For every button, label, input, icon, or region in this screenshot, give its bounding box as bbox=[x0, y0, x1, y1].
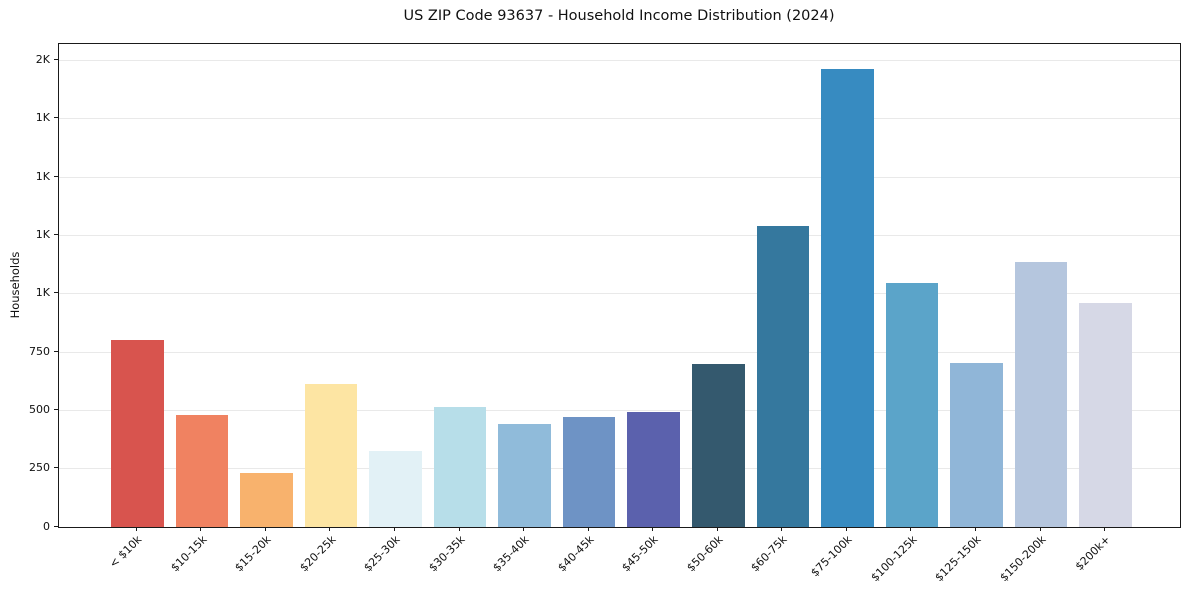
bar-12 bbox=[885, 283, 939, 527]
x-tick-mark bbox=[587, 527, 589, 531]
x-tick-mark bbox=[716, 527, 718, 531]
gridline bbox=[59, 409, 1180, 411]
x-tick-mark bbox=[910, 527, 912, 531]
y-tick-label: 0 bbox=[43, 519, 50, 533]
x-tick-mark bbox=[781, 527, 783, 531]
x-tick-mark bbox=[458, 527, 460, 531]
plot-area bbox=[58, 43, 1181, 528]
y-tick-mark bbox=[54, 58, 58, 60]
y-tick-mark bbox=[54, 350, 58, 352]
x-tick-label: $10-15k bbox=[167, 533, 210, 575]
y-tick-mark bbox=[54, 408, 58, 410]
bar-14 bbox=[1014, 261, 1068, 527]
bar-7 bbox=[562, 417, 616, 527]
bar-2 bbox=[240, 472, 293, 527]
x-tick-label: $40-45k bbox=[555, 533, 597, 575]
bar-6 bbox=[498, 424, 551, 527]
bar-13 bbox=[950, 363, 1003, 527]
y-axis-label: Households bbox=[8, 251, 22, 319]
y-tick-label: 2K bbox=[35, 52, 50, 66]
bar-11 bbox=[821, 69, 874, 527]
y-tick-label: 250 bbox=[29, 461, 50, 475]
x-tick-label: $125-150k bbox=[932, 533, 984, 585]
gridline bbox=[59, 234, 1180, 236]
bar-4 bbox=[369, 451, 422, 527]
x-tick-label: < $10k bbox=[106, 533, 145, 571]
gridline bbox=[59, 468, 1180, 470]
x-tick-mark bbox=[135, 527, 137, 531]
x-tick-label: $200k+ bbox=[1072, 533, 1113, 574]
chart-title: US ZIP Code 93637 - Household Income Dis… bbox=[403, 8, 835, 24]
x-tick-label: $20-25k bbox=[296, 533, 339, 575]
x-tick-label: $100-125k bbox=[867, 533, 920, 585]
x-tick-mark bbox=[974, 527, 976, 531]
x-tick-mark bbox=[845, 527, 847, 531]
bar-10 bbox=[756, 226, 810, 527]
bar-3 bbox=[304, 383, 358, 527]
x-tick-label: $25-30k bbox=[361, 533, 403, 575]
x-tick-mark bbox=[523, 527, 525, 531]
y-tick-mark bbox=[54, 233, 58, 235]
y-tick-label: 1K bbox=[35, 111, 50, 125]
x-tick-mark bbox=[1104, 527, 1106, 531]
x-tick-label: $75-100k bbox=[808, 533, 855, 580]
x-tick-label: $45-50k bbox=[619, 533, 661, 575]
gridline bbox=[59, 351, 1180, 353]
x-tick-mark bbox=[1039, 527, 1041, 531]
x-tick-mark bbox=[329, 527, 331, 531]
x-tick-label: $30-35k bbox=[425, 533, 468, 575]
bar-9 bbox=[692, 363, 745, 527]
x-tick-mark bbox=[200, 527, 202, 531]
y-tick-label: 500 bbox=[29, 402, 50, 416]
bar-8 bbox=[627, 411, 680, 527]
x-tick-label: $15-20k bbox=[232, 533, 274, 575]
gridline bbox=[59, 59, 1180, 61]
y-tick-label: 1K bbox=[35, 227, 50, 241]
y-tick-label: 1K bbox=[35, 286, 50, 300]
x-tick-label: $50-60k bbox=[684, 533, 726, 575]
y-tick-mark bbox=[54, 175, 58, 177]
gridline bbox=[59, 176, 1180, 178]
x-tick-label: $60-75k bbox=[748, 533, 790, 575]
bar-15 bbox=[1079, 302, 1132, 527]
y-tick-mark bbox=[54, 292, 58, 294]
bar-5 bbox=[433, 407, 487, 527]
x-tick-label: $35-40k bbox=[490, 533, 532, 575]
y-tick-mark bbox=[54, 467, 58, 469]
y-tick-mark bbox=[54, 117, 58, 119]
x-tick-mark bbox=[652, 527, 654, 531]
y-tick-label: 1K bbox=[35, 169, 50, 183]
bar-1 bbox=[175, 415, 229, 527]
x-tick-mark bbox=[394, 527, 395, 531]
gridline bbox=[59, 293, 1180, 295]
bar-0 bbox=[111, 340, 164, 527]
x-tick-mark bbox=[264, 527, 266, 531]
y-tick-mark bbox=[54, 525, 58, 527]
gridline bbox=[59, 118, 1180, 120]
y-tick-label: 750 bbox=[29, 344, 50, 358]
x-tick-label: $150-200k bbox=[997, 533, 1049, 585]
